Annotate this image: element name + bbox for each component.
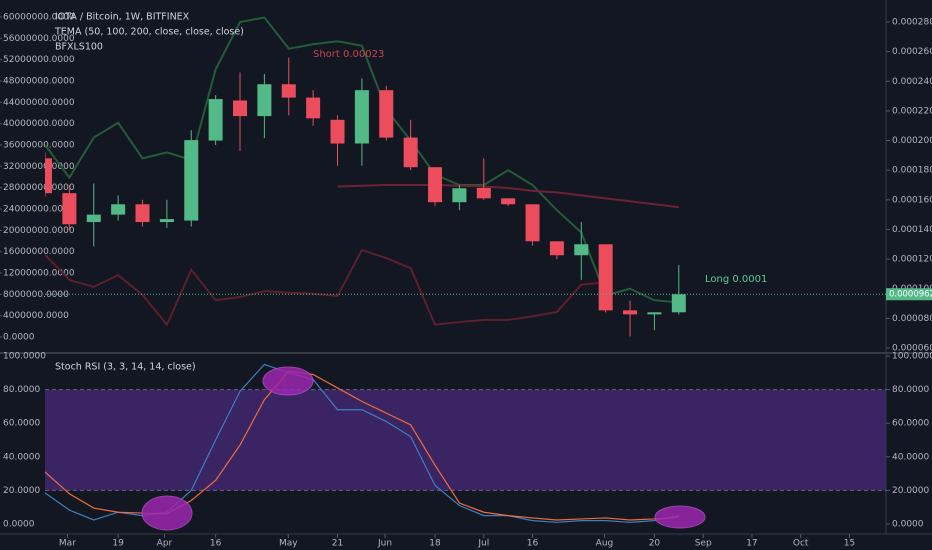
annotation: Short 0.00023 <box>313 49 384 60</box>
y2-tick-label: 36000000.0000 <box>3 141 75 151</box>
stoch-tick-label-left: 40.0000 <box>3 452 40 462</box>
y2-tick-label: 56000000.0000 <box>3 34 75 44</box>
candle-body <box>623 310 638 315</box>
highlight <box>654 505 706 529</box>
candle-body <box>233 100 248 117</box>
stoch-tick-label: 40.0000 <box>892 452 929 462</box>
y2-tick-label: 40000000.0000 <box>3 119 75 129</box>
y2-tick-label: 20000000.0000 <box>3 226 75 236</box>
candle-body <box>184 140 199 221</box>
annotation: Long 0.0001 <box>705 274 767 285</box>
y2-tick-label: 4000000.0000 <box>3 311 69 321</box>
last-price-label: 0.00009628 <box>889 290 932 300</box>
y2-tick-label: 60000000.0000 <box>3 13 75 23</box>
x-tick-label: 18 <box>429 539 441 549</box>
last-price-tag <box>886 288 932 301</box>
indicator-line <box>45 248 606 327</box>
y2-tick-label: 28000000.0000 <box>3 183 75 193</box>
y2-tick-label: 44000000.0000 <box>3 98 75 108</box>
candle-body <box>62 193 77 225</box>
stoch-tick-label-left: 0.0000 <box>3 520 35 530</box>
candle-body <box>671 294 686 313</box>
stoch-tick-label-left: 80.0000 <box>3 385 40 395</box>
candle-body <box>86 214 101 223</box>
stoch-band <box>45 389 886 491</box>
candle-body <box>501 198 516 205</box>
candle-body <box>403 137 418 168</box>
y2-tick-label: 8000000.0000 <box>3 290 69 300</box>
highlight <box>262 366 314 396</box>
candle-body <box>306 97 321 119</box>
x-tick-label: 15 <box>844 539 855 549</box>
candle-body <box>159 219 174 223</box>
candle-body <box>330 119 345 144</box>
x-tick-label: May <box>279 539 298 549</box>
y2-tick-label: 52000000.0000 <box>3 55 75 65</box>
x-tick-label: 16 <box>527 539 539 549</box>
candle-body <box>257 84 272 117</box>
x-tick-label: Apr <box>157 539 173 549</box>
highlight <box>141 495 193 531</box>
indicator-legend: TEMA (50, 100, 200, close, close, close) <box>54 27 244 38</box>
x-tick-label: 16 <box>210 539 222 549</box>
candle-body <box>354 90 369 144</box>
stoch-tick-label-left: 100.0000 <box>3 352 46 362</box>
stoch-tick-label-left: 20.0000 <box>3 486 40 496</box>
candle-body <box>598 244 613 311</box>
indicator-line <box>337 184 679 209</box>
x-tick-label: Jun <box>377 539 392 549</box>
y2-tick-label: 16000000.0000 <box>3 247 75 257</box>
x-tick-label: 21 <box>332 539 343 549</box>
candle-body <box>111 204 126 215</box>
x-tick-label: Oct <box>793 539 809 549</box>
stoch-title: Stoch RSI (3, 3, 14, 14, close) <box>55 362 196 373</box>
y2-tick-label: 12000000.0000 <box>3 269 75 279</box>
candle-body <box>428 167 443 203</box>
indicator-legend: BFXLS100 <box>55 42 103 53</box>
candle-body <box>647 312 662 315</box>
x-tick-label: 19 <box>112 539 124 549</box>
x-tick-label: Sep <box>695 539 712 549</box>
candle-body <box>135 204 150 223</box>
x-tick-label: Mar <box>59 539 76 549</box>
stoch-tick-label-left: 60.0000 <box>3 419 40 429</box>
stoch-tick-label: 60.0000 <box>892 419 929 429</box>
x-tick-label: Jul <box>477 539 489 549</box>
y-tick-label: 0.00026000 <box>892 47 932 57</box>
candle-body <box>574 244 589 256</box>
candle-body <box>549 241 564 256</box>
stoch-tick-label: 80.0000 <box>892 385 929 395</box>
y-tick-label: 0.00022000 <box>892 106 932 116</box>
y-tick-label: 0.00014000 <box>892 225 932 235</box>
stoch-tick-label: 20.0000 <box>892 486 929 496</box>
candle-body <box>45 158 52 194</box>
x-tick-label: 20 <box>649 539 661 549</box>
y2-tick-label: 24000000.0000 <box>3 205 75 215</box>
candle-body <box>281 84 296 98</box>
x-tick-label: Aug <box>596 539 614 549</box>
chart-title: IOTA / Bitcoin, 1W, BITFINEX <box>55 12 190 23</box>
candle-body <box>476 187 491 199</box>
stoch-tick-label: 100.0000 <box>892 352 932 362</box>
y2-tick-label: 48000000.0000 <box>3 77 75 87</box>
y-tick-label: 0.00006000 <box>892 344 932 354</box>
x-tick-label: 17 <box>746 539 757 549</box>
y2-tick-label: 32000000.0000 <box>3 162 75 172</box>
candle-body <box>452 188 467 203</box>
candle-body <box>379 90 394 138</box>
y2-tick-label: 0.0000 <box>3 333 35 343</box>
indicator-line <box>45 16 679 304</box>
y-tick-label: 0.00018000 <box>892 166 932 176</box>
candle-body <box>525 204 540 242</box>
stoch-tick-label: 0.0000 <box>892 520 924 530</box>
candle-body <box>208 99 223 141</box>
